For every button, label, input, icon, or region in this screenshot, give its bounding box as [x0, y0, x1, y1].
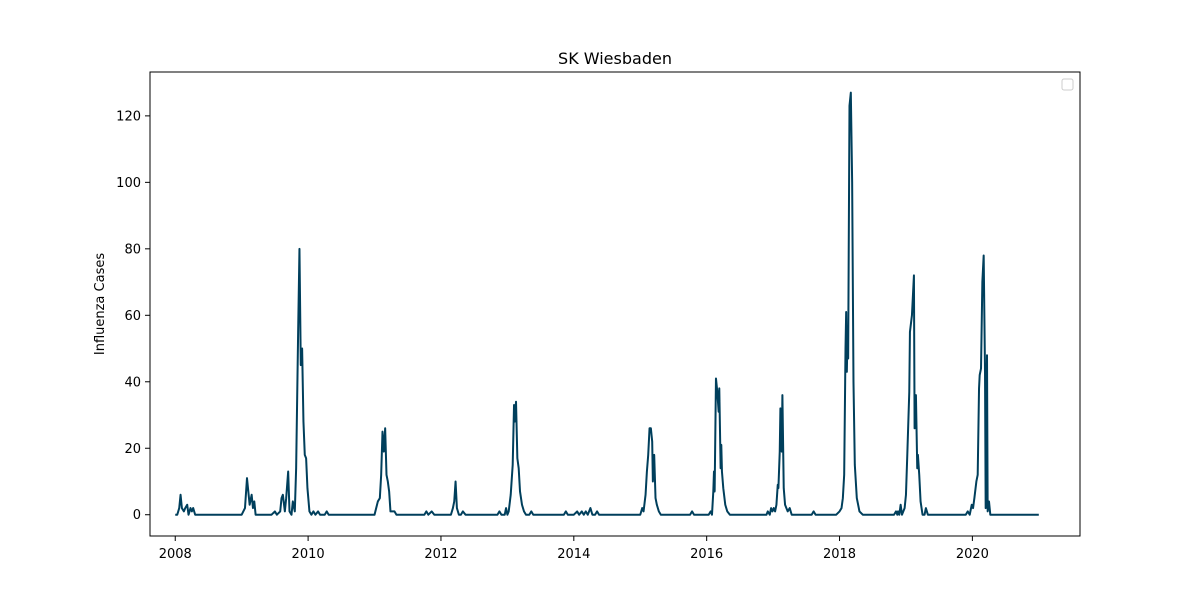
- x-tick-label: 2014: [557, 547, 590, 562]
- series-line: [175, 91, 1039, 516]
- y-tick-label: 0: [133, 508, 141, 523]
- x-tick-label: 2018: [823, 547, 856, 562]
- x-tick-label: 2010: [292, 547, 325, 562]
- x-tick-label: 2012: [424, 547, 457, 562]
- y-tick-label: 20: [124, 442, 141, 457]
- y-tick-label: 120: [116, 109, 141, 124]
- x-tick-label: 2008: [159, 547, 192, 562]
- y-tick-label: 40: [124, 375, 141, 390]
- x-tick-label: 2020: [956, 547, 989, 562]
- y-axis: 0 20 40 60 80 100 120: [116, 109, 150, 523]
- y-tick-label: 60: [124, 309, 141, 324]
- x-tick-label: 2016: [690, 547, 723, 562]
- x-axis: 2008 2010 2012 2014 2016 2018 2020: [159, 536, 989, 562]
- legend-box: [1061, 78, 1074, 91]
- y-axis-label: Influenza Cases: [93, 253, 108, 355]
- plot-area: [149, 71, 1081, 537]
- y-tick-label: 100: [116, 176, 141, 191]
- chart-title: SK Wiesbaden: [558, 49, 672, 68]
- y-tick-label: 80: [124, 242, 141, 257]
